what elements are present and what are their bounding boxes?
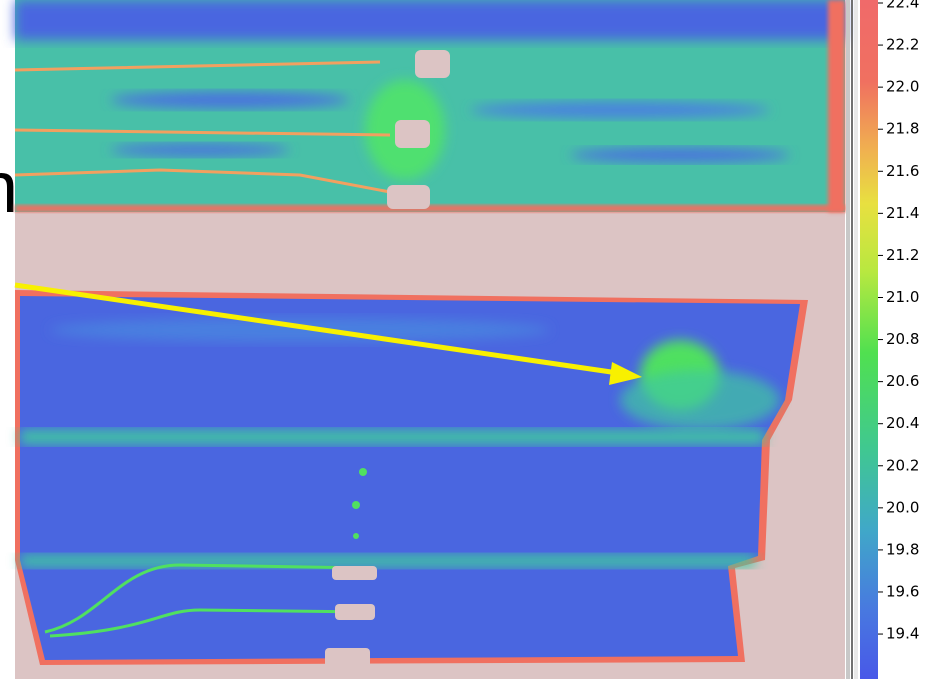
colorbar-label: 20.0 <box>886 498 919 516</box>
colorbar-label: 22.2 <box>886 36 919 54</box>
colorbar-label: 22.0 <box>886 78 919 96</box>
colorbar-label: 20.4 <box>886 414 919 432</box>
colorbar-label: 20.2 <box>886 456 919 474</box>
colorbar-label: 19.8 <box>886 540 919 558</box>
colorbar-label: 21.8 <box>886 120 919 138</box>
colorbar: 22.4 22.2 22.0 21.8 21.6 21.4 21.2 21.0 20.8 20.6… <box>860 0 919 679</box>
colorbar-label: 19.6 <box>886 582 919 600</box>
colorbar-label: 21.0 <box>886 288 919 306</box>
colorbar-label: 19.4 <box>886 625 919 643</box>
colorbar-label: 22.4 <box>886 0 919 12</box>
thermal-image <box>14 0 845 679</box>
colorbar-label: 20.8 <box>886 330 919 348</box>
colorbar-label: 21.4 <box>886 204 919 222</box>
caption-text: n <box>0 148 18 228</box>
colorbar-label: 21.6 <box>886 162 919 180</box>
colorbar-label: 21.2 <box>886 246 919 264</box>
colorbar-label: 20.6 <box>886 372 919 390</box>
